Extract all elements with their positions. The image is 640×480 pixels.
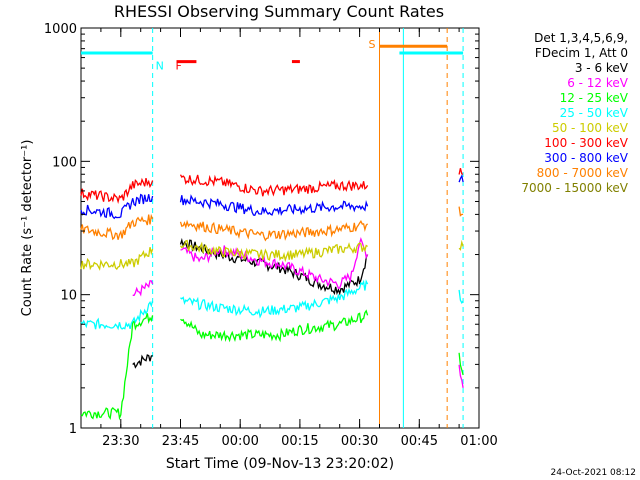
series-line — [80, 313, 154, 421]
series-line — [458, 168, 464, 175]
series-line — [180, 309, 369, 343]
plot-frame — [80, 27, 480, 429]
x-tick-label: 00:15 — [281, 434, 318, 449]
legend-entry: 50 - 100 keV — [552, 121, 629, 135]
timestamp: 24-Oct-2021 08:12 — [551, 468, 636, 478]
series-line — [458, 289, 464, 305]
series-line — [180, 237, 369, 290]
legend-entry: 800 - 7000 keV — [537, 166, 629, 180]
series-line — [179, 194, 369, 217]
series-line — [80, 247, 154, 271]
y-tick-label: 10 — [60, 289, 77, 304]
legend-entry: 6 - 12 keV — [567, 76, 629, 90]
y-axis-label: Count Rate (s⁻¹ detector⁻¹) — [20, 140, 35, 317]
legend: Det 1,3,4,5,6,9,FDecim 1, Att 03 - 6 keV… — [521, 31, 628, 195]
y-tick-label: 1 — [69, 422, 77, 437]
series-line — [132, 354, 153, 369]
series-line — [179, 174, 369, 197]
x-tick-label: 23:45 — [162, 434, 199, 449]
annotation-label: F — [176, 60, 182, 73]
legend-entry: 300 - 800 keV — [544, 151, 628, 165]
legend-entry: 7000 - 15000 keV — [521, 181, 628, 195]
annotation-label: N — [156, 60, 164, 73]
x-tick-label: 00:45 — [401, 434, 438, 449]
series-line — [80, 300, 154, 331]
chart-title: RHESSI Observing Summary Count Rates — [114, 2, 444, 21]
annotation-label: S — [369, 38, 376, 51]
x-axis-label: Start Time (09-Nov-13 23:20:02) — [166, 456, 394, 472]
series-line — [458, 364, 464, 389]
y-tick-label: 100 — [52, 155, 77, 170]
y-tick-label: 1000 — [44, 22, 77, 37]
time-markers — [81, 28, 464, 428]
series-line — [179, 239, 368, 263]
series-line — [80, 177, 154, 205]
legend-header: FDecim 1, Att 0 — [535, 46, 628, 60]
series-line — [458, 239, 464, 251]
x-axis: 23:30 23:45 00:00 00:15 00:30 00:45 01:00 — [80, 28, 498, 449]
legend-entry: 3 - 6 keV — [575, 61, 629, 75]
legend-entry: 12 - 25 keV — [560, 91, 629, 105]
annotation-group: N F S — [156, 38, 376, 73]
x-tick-label: 00:30 — [341, 434, 378, 449]
series-line — [458, 174, 464, 183]
legend-entry: 100 - 300 keV — [544, 136, 628, 150]
series-group — [80, 168, 464, 421]
y-axis: 1 10 100 1000 — [44, 22, 479, 437]
series-line — [180, 279, 369, 319]
legend-header: Det 1,3,4,5,6,9, — [534, 31, 628, 45]
x-tick-label: 00:00 — [221, 434, 258, 449]
series-line — [80, 193, 154, 220]
series-line — [80, 213, 154, 241]
x-tick-label: 23:30 — [102, 434, 139, 449]
series-line — [458, 206, 464, 217]
series-line — [458, 352, 464, 376]
series-line — [179, 219, 369, 242]
series-line — [132, 280, 154, 297]
legend-entry: 25 - 50 keV — [560, 106, 629, 120]
x-tick-label: 01:00 — [460, 434, 497, 449]
